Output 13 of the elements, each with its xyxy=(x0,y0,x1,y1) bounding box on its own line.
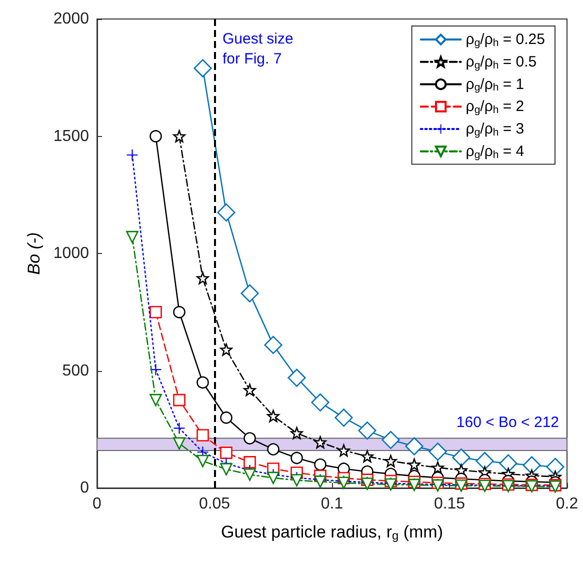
x-tick-label: 0.1 xyxy=(320,496,344,512)
x-tick-label: 0.15 xyxy=(434,496,466,512)
x-tick-label: 0.2 xyxy=(556,496,578,512)
y-tick-label: 500 xyxy=(62,362,90,380)
y-tick-label: 0 xyxy=(80,480,90,496)
y-tick-label: 1500 xyxy=(53,128,90,145)
y-axis-title: Bo (-) xyxy=(24,232,44,275)
x-tick-label: 0 xyxy=(92,496,102,512)
band-label: 160 < Bo < 212 xyxy=(456,414,560,431)
y-tick-label: 2000 xyxy=(53,10,90,28)
x-tick-label: 0.05 xyxy=(198,496,230,512)
y-tick-label: 1000 xyxy=(53,245,90,262)
ref-line-label: Guest size for Fig. 7 xyxy=(222,30,294,68)
